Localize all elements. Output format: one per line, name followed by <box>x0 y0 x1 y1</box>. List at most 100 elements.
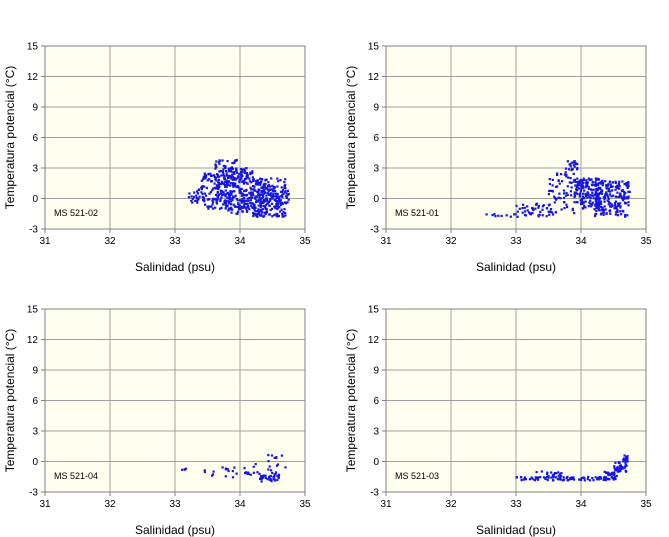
data-point <box>224 166 227 169</box>
data-point <box>597 200 600 203</box>
data-point <box>249 199 252 202</box>
data-point <box>196 190 199 193</box>
data-point <box>255 201 258 204</box>
x-tick-label: 35 <box>640 236 652 247</box>
data-point <box>497 214 500 217</box>
data-point <box>590 178 593 181</box>
data-point <box>605 193 608 196</box>
data-point <box>227 200 230 203</box>
data-point <box>184 467 188 470</box>
data-point <box>573 201 576 204</box>
data-point <box>284 178 287 181</box>
data-point <box>573 193 576 196</box>
data-point <box>605 191 608 194</box>
data-point <box>561 479 565 482</box>
data-point <box>573 160 576 163</box>
x-tick-label: 32 <box>104 236 116 247</box>
data-point <box>624 461 627 464</box>
data-point <box>624 191 627 195</box>
x-tick-label: 34 <box>234 499 246 510</box>
data-point <box>568 181 571 184</box>
data-point <box>612 478 615 481</box>
data-point <box>224 189 227 192</box>
data-point <box>256 215 259 218</box>
data-point <box>524 478 527 481</box>
data-point <box>228 174 231 177</box>
data-point <box>276 205 279 208</box>
data-point <box>576 166 579 170</box>
data-point <box>578 187 581 190</box>
data-point <box>260 191 263 194</box>
data-point <box>258 183 261 186</box>
data-point <box>608 193 612 196</box>
data-point <box>625 202 628 205</box>
data-point <box>625 196 628 199</box>
y-tick-label: 15 <box>27 42 39 53</box>
data-point <box>614 478 617 481</box>
x-axis-label: Salinidad (psu) <box>135 523 215 537</box>
data-point <box>252 214 255 218</box>
data-point <box>219 207 222 210</box>
y-tick-label: 9 <box>32 103 38 114</box>
data-point <box>210 205 213 208</box>
data-point <box>588 195 591 199</box>
data-point <box>275 195 278 198</box>
data-point <box>191 201 194 204</box>
data-point <box>597 476 600 479</box>
data-point <box>546 471 549 474</box>
data-point <box>209 190 212 194</box>
data-point <box>600 182 603 185</box>
data-point <box>618 469 621 472</box>
data-point <box>583 204 586 207</box>
data-point <box>232 185 235 188</box>
data-point <box>229 182 232 185</box>
y-axis-label: Temperatura potencial (°C) <box>3 66 17 210</box>
data-point <box>589 199 592 202</box>
data-point <box>279 203 282 206</box>
data-point <box>523 213 527 217</box>
data-point <box>625 181 628 185</box>
data-point <box>608 180 611 183</box>
data-point <box>227 470 230 473</box>
data-point <box>533 478 536 481</box>
data-point <box>591 201 594 204</box>
data-point <box>609 183 612 186</box>
plot-frame <box>44 308 306 493</box>
data-point <box>233 176 236 179</box>
data-points <box>181 454 287 483</box>
data-point <box>217 194 220 197</box>
data-point <box>614 181 617 184</box>
data-point <box>215 184 218 187</box>
data-point <box>243 200 246 203</box>
data-point <box>271 184 274 187</box>
data-point <box>195 197 198 200</box>
data-point <box>222 191 225 194</box>
data-point <box>562 476 565 479</box>
data-point <box>626 197 630 200</box>
data-point <box>621 209 624 212</box>
data-point <box>235 169 238 172</box>
data-point <box>261 200 264 203</box>
y-tick-label: 6 <box>32 396 38 407</box>
data-point <box>557 478 560 481</box>
data-point <box>274 472 277 476</box>
data-point <box>241 168 244 171</box>
data-point <box>561 180 564 183</box>
data-point <box>616 466 619 469</box>
data-point <box>570 186 573 189</box>
data-point <box>614 185 617 188</box>
data-point <box>247 206 250 209</box>
data-point <box>216 190 219 194</box>
data-point <box>556 172 559 175</box>
data-point <box>220 206 223 209</box>
data-point <box>221 190 224 193</box>
data-point <box>201 192 204 195</box>
data-point <box>224 180 227 184</box>
data-point <box>581 207 585 210</box>
data-point <box>221 181 224 184</box>
data-point <box>254 183 257 186</box>
data-point <box>518 207 521 210</box>
data-point <box>620 213 623 216</box>
x-tick-label: 34 <box>234 236 246 247</box>
data-point <box>526 209 529 212</box>
